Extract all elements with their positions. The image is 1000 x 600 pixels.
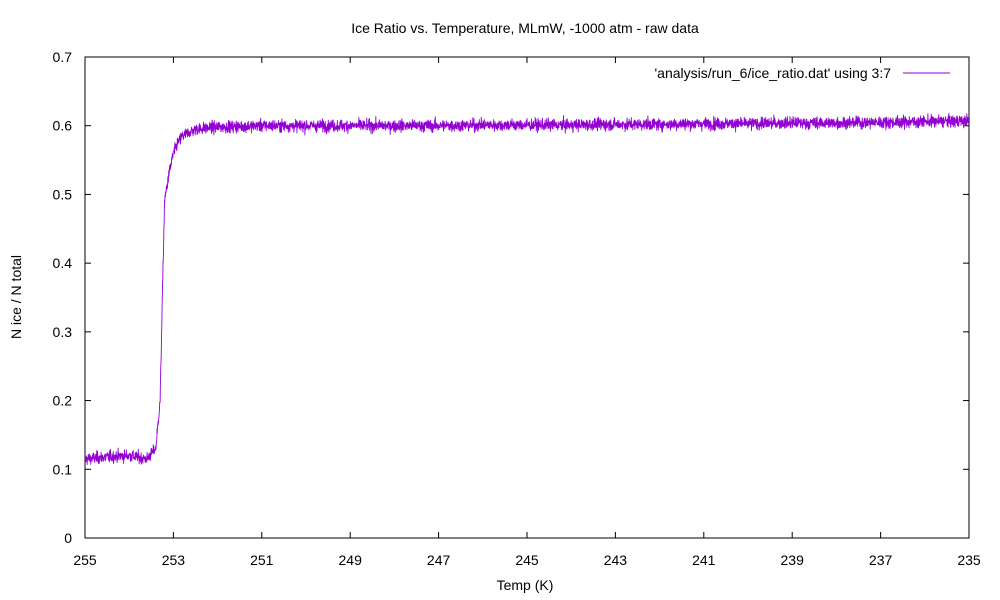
- y-tick-label: 0.5: [53, 186, 73, 202]
- y-tick-label: 0.4: [53, 255, 73, 271]
- axis-ticks: [84, 56, 970, 539]
- x-tick-label: 243: [604, 552, 628, 568]
- x-axis-label: Temp (K): [497, 577, 554, 593]
- series-line: [85, 112, 969, 465]
- y-tick-label: 0.3: [53, 324, 73, 340]
- y-tick-label: 0.2: [53, 393, 73, 409]
- y-tick-label: 0.6: [53, 118, 73, 134]
- x-tick-label: 253: [162, 552, 186, 568]
- y-tick-label: 0.1: [53, 461, 73, 477]
- x-tick-label: 247: [427, 552, 451, 568]
- legend: 'analysis/run_6/ice_ratio.dat' using 3:7: [655, 65, 950, 81]
- x-tick-labels: 255 253 251 249 247 245 243 241 239 237 235: [73, 552, 981, 568]
- x-tick-label: 239: [781, 552, 805, 568]
- series-group: [85, 112, 969, 465]
- x-tick-label: 235: [957, 552, 981, 568]
- y-tick-label: 0.7: [53, 49, 73, 65]
- legend-label: 'analysis/run_6/ice_ratio.dat' using 3:7: [655, 65, 892, 81]
- x-tick-label: 255: [73, 552, 97, 568]
- y-tick-labels: 0 0.1 0.2 0.3 0.4 0.5 0.6 0.7: [53, 49, 73, 546]
- x-tick-label: 249: [339, 552, 363, 568]
- x-tick-label: 237: [869, 552, 893, 568]
- y-tick-label: 0: [64, 530, 72, 546]
- x-tick-label: 241: [692, 552, 716, 568]
- x-tick-label: 251: [250, 552, 274, 568]
- x-tick-label: 245: [515, 552, 539, 568]
- y-axis-label: N ice / N total: [8, 255, 24, 339]
- chart-title: Ice Ratio vs. Temperature, MLmW, -1000 a…: [351, 20, 699, 36]
